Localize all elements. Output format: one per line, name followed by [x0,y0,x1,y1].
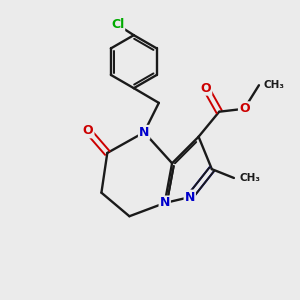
Text: CH₃: CH₃ [240,173,261,183]
Text: O: O [201,82,211,95]
Text: CH₃: CH₃ [263,80,284,90]
Text: O: O [239,102,250,115]
Text: O: O [83,124,94,137]
Text: Cl: Cl [111,18,124,32]
Text: N: N [184,190,195,204]
Text: N: N [160,196,170,209]
Text: N: N [139,126,149,139]
